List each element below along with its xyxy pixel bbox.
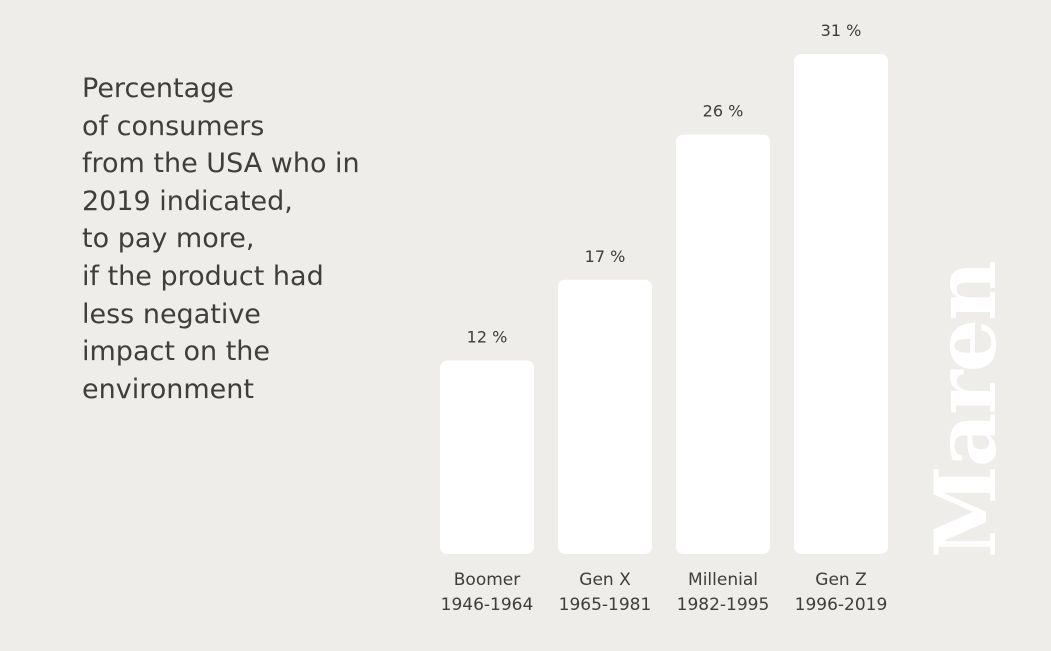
title-line: impact on the bbox=[82, 336, 271, 368]
category-years-label: 1982-1995 bbox=[677, 595, 770, 615]
category-years-label: 1996-2019 bbox=[795, 595, 888, 615]
title-line: if the product had bbox=[82, 260, 324, 292]
bar bbox=[558, 279, 652, 554]
bar-value-label: 17 % bbox=[585, 247, 626, 266]
title-line: 2019 indicated, bbox=[82, 185, 293, 217]
bar-value-label: 31 % bbox=[821, 21, 862, 40]
bar bbox=[794, 53, 888, 554]
title-line: to pay more, bbox=[82, 223, 255, 255]
bar-value-label: 12 % bbox=[467, 327, 508, 346]
title-line: less negative bbox=[82, 298, 261, 330]
category-label: Millenial bbox=[688, 570, 758, 590]
category-years-label: 1946-1964 bbox=[441, 595, 534, 615]
brand-logo: Maren bbox=[916, 261, 1015, 559]
chart-title: Percentage of consumers from the USA who… bbox=[82, 70, 412, 408]
category-label: Boomer bbox=[454, 570, 520, 590]
title-line: of consumers bbox=[82, 110, 265, 142]
bar bbox=[676, 134, 770, 554]
title-line: from the USA who in bbox=[82, 148, 360, 180]
category-label: Gen Z bbox=[815, 570, 866, 590]
title-line: environment bbox=[82, 373, 254, 405]
title-line: Percentage bbox=[82, 73, 234, 104]
category-label: Gen X bbox=[579, 570, 631, 590]
bar-value-label: 26 % bbox=[703, 102, 744, 121]
category-years-label: 1965-1981 bbox=[559, 595, 652, 615]
bar bbox=[440, 360, 534, 554]
